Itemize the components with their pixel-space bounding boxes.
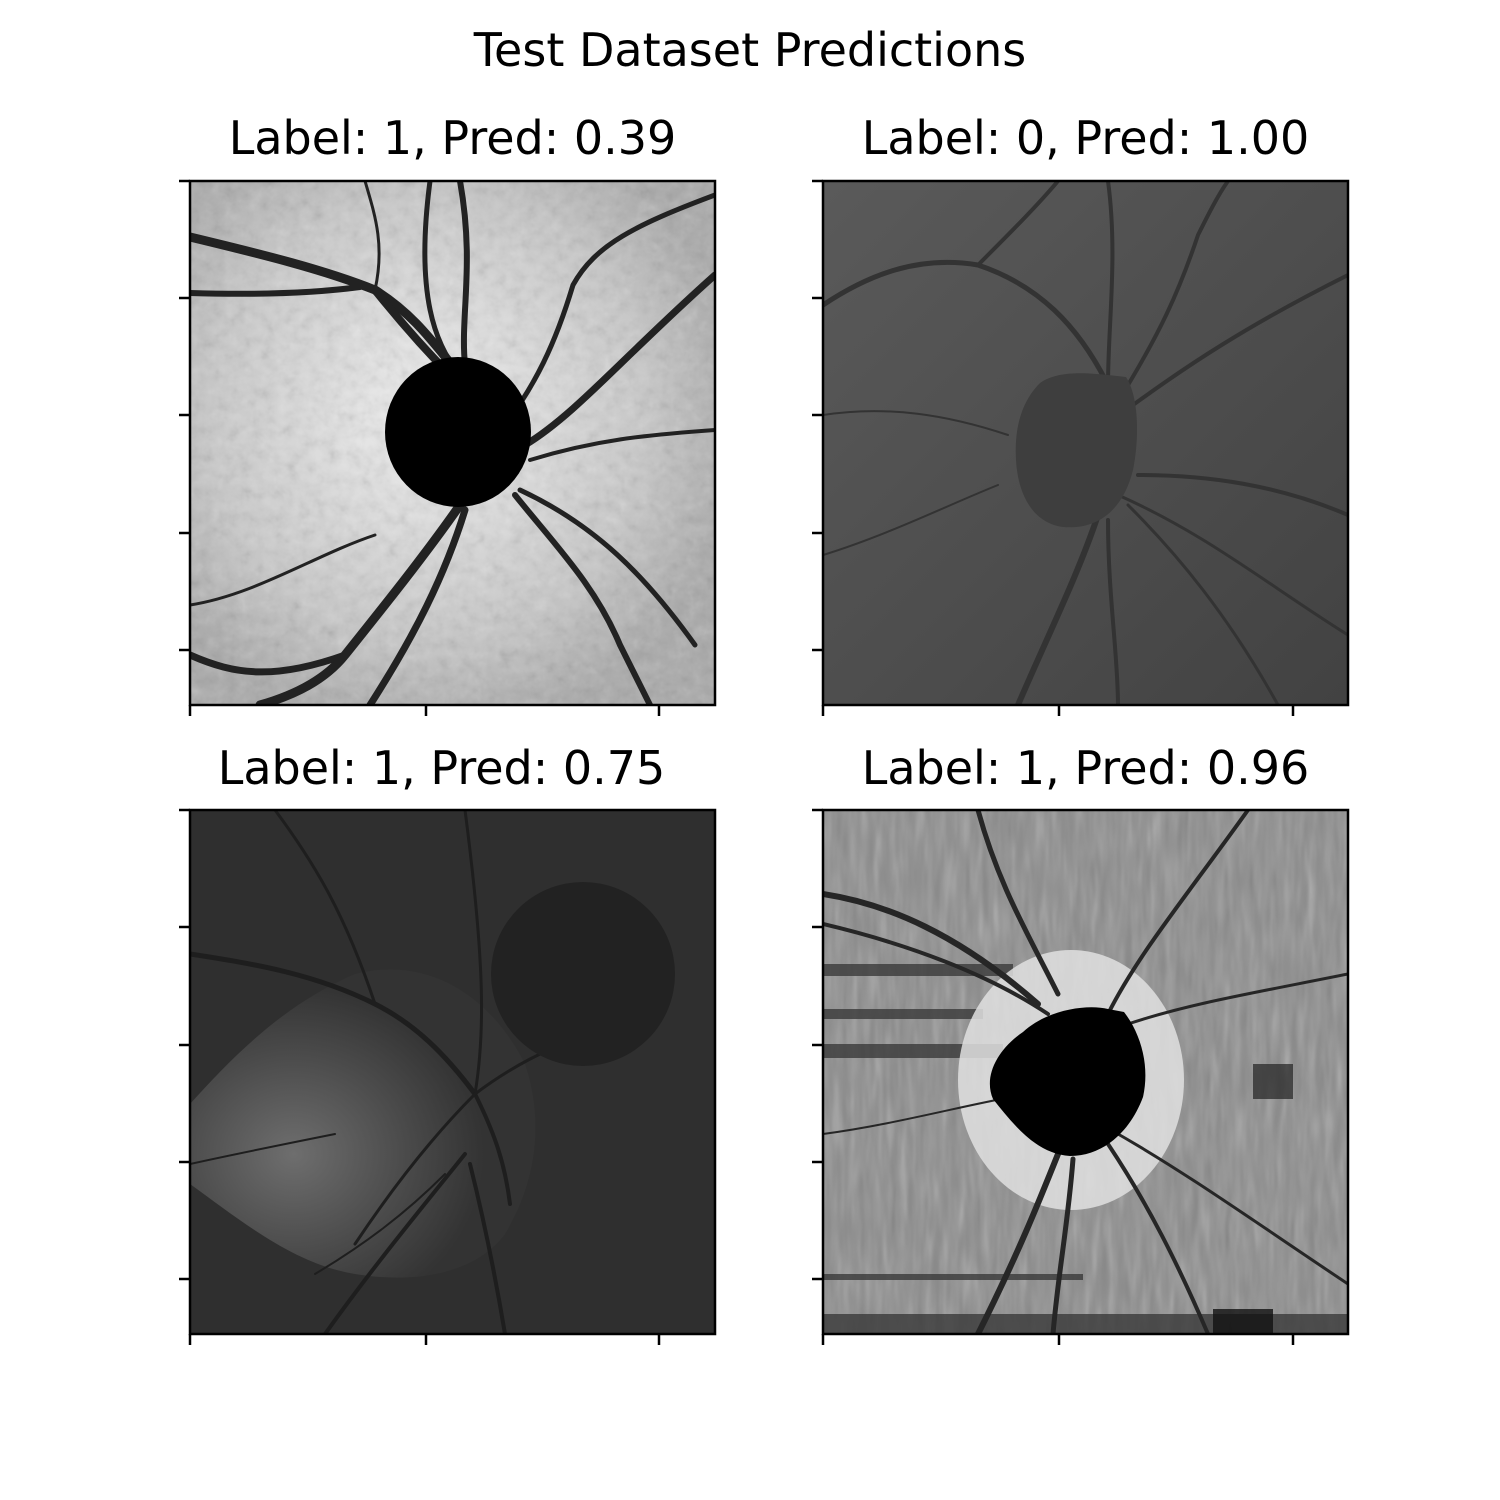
panel-title-1: Label: 1, Pred: 0.39	[228, 111, 677, 165]
panel-title-3: Label: 1, Pred: 0.75	[217, 741, 666, 795]
panel-image-1	[175, 175, 735, 720]
panel-title-2: Label: 0, Pred: 1.00	[861, 111, 1310, 165]
figure-title: Test Dataset Predictions	[473, 23, 1027, 77]
panel-image-2	[808, 175, 1368, 720]
panel-image-4	[808, 804, 1368, 1349]
panel-title-4: Label: 1, Pred: 0.96	[861, 741, 1310, 795]
panel-image-3	[175, 804, 735, 1349]
